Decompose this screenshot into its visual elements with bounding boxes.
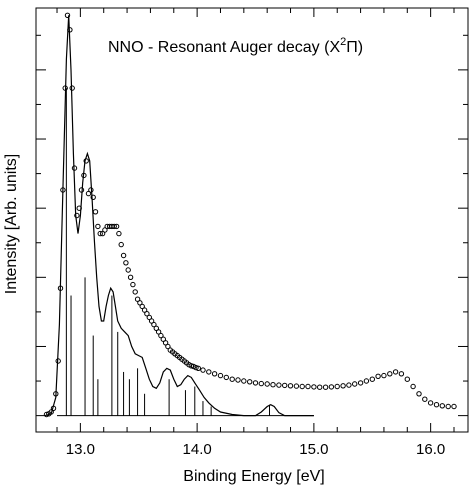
- data-point: [404, 376, 410, 382]
- chart-title: NNO - Resonant Auger decay (X2Π): [108, 36, 363, 56]
- data-point: [206, 369, 212, 375]
- plot-area: [43, 12, 457, 418]
- x-axis-label: Binding Energy [eV]: [183, 468, 324, 485]
- data-point: [125, 267, 131, 273]
- data-point: [111, 223, 117, 230]
- data-point: [223, 374, 230, 381]
- data-point: [127, 274, 134, 280]
- data-point: [116, 230, 122, 237]
- data-point: [363, 378, 370, 384]
- x-tick-label: 13.0: [66, 441, 95, 458]
- data-point: [346, 382, 352, 388]
- data-point: [258, 380, 264, 387]
- data-point: [97, 230, 103, 237]
- data-point: [276, 382, 282, 388]
- data-point: [217, 372, 224, 379]
- data-point: [375, 373, 381, 379]
- data-point: [317, 384, 323, 390]
- x-tick-label: 14.0: [183, 441, 212, 458]
- data-point: [151, 321, 157, 328]
- data-point: [264, 381, 270, 387]
- data-point: [381, 372, 387, 379]
- data-point: [427, 400, 434, 406]
- data-point: [445, 403, 451, 410]
- data-point: [120, 252, 127, 259]
- data-point: [90, 194, 96, 201]
- data-point: [352, 381, 358, 387]
- data-point: [305, 383, 311, 390]
- data-point: [64, 12, 71, 19]
- data-point: [293, 383, 300, 389]
- data-point: [74, 212, 80, 219]
- data-point: [387, 371, 393, 377]
- data-point: [162, 340, 169, 346]
- data-point: [451, 403, 457, 410]
- data-point: [235, 377, 241, 383]
- data-point: [211, 371, 218, 377]
- data-point: [69, 85, 75, 91]
- x-tick-label: 15.0: [299, 441, 328, 458]
- data-point: [241, 378, 247, 384]
- experimental-data-points: [43, 12, 457, 418]
- data-point: [193, 364, 199, 371]
- data-point: [113, 223, 120, 230]
- data-point: [422, 396, 428, 402]
- data-point: [123, 260, 129, 266]
- data-point: [416, 391, 422, 397]
- x-tick-label: 16.0: [416, 441, 445, 458]
- data-point: [92, 209, 99, 215]
- data-point: [369, 376, 375, 382]
- data-point: [398, 371, 405, 377]
- data-point: [200, 367, 206, 373]
- data-point: [340, 383, 346, 389]
- data-point: [282, 382, 288, 389]
- data-point: [357, 380, 364, 386]
- data-point: [139, 303, 145, 310]
- chart-title-main: NNO - Resonant Auger decay (X: [108, 39, 340, 56]
- data-point: [328, 384, 335, 390]
- data-point: [195, 365, 202, 371]
- data-point: [334, 383, 340, 390]
- axes: 13.0 14.0 15.0 16.0: [35, 7, 469, 458]
- data-point: [322, 384, 329, 390]
- data-point: [247, 379, 253, 385]
- data-point: [433, 402, 440, 408]
- data-point: [118, 241, 124, 248]
- data-point: [144, 311, 150, 317]
- data-point: [252, 380, 259, 386]
- data-point: [132, 289, 138, 295]
- stick-spectrum: [57, 88, 314, 417]
- data-point: [165, 343, 171, 350]
- data-point: [155, 329, 162, 335]
- data-point: [85, 190, 92, 197]
- data-point: [158, 332, 164, 339]
- data-point: [299, 383, 305, 390]
- plot-frame: [35, 7, 469, 433]
- chart-title-symbol: Π: [346, 39, 358, 56]
- data-point: [392, 369, 399, 375]
- data-point: [311, 384, 317, 390]
- simulated-spectrum-line: [45, 15, 314, 417]
- data-point: [410, 383, 416, 390]
- data-point: [188, 363, 195, 369]
- chart-title-close: ): [358, 39, 363, 56]
- y-axis-label: Intensity [Arb. units]: [3, 154, 20, 295]
- chart-title-superscript: 2: [340, 36, 346, 48]
- data-point: [287, 383, 294, 389]
- data-point: [130, 281, 136, 288]
- data-point: [270, 382, 276, 388]
- data-point: [95, 223, 101, 230]
- data-point: [229, 376, 235, 382]
- data-point: [439, 403, 445, 409]
